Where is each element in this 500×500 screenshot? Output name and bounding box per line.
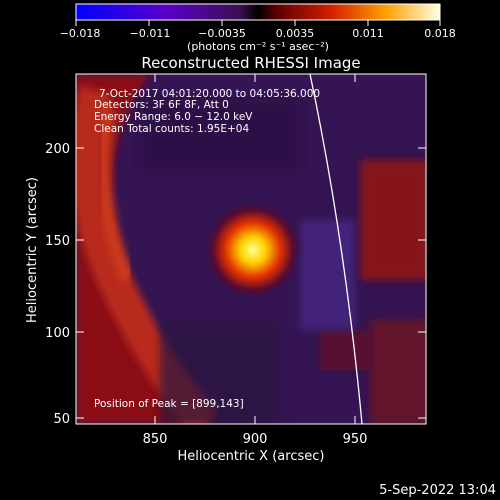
- colorbar-tick: 0.018: [424, 27, 456, 40]
- x-tick-label: 850: [143, 432, 168, 447]
- info-energy: Energy Range: 6.0 − 12.0 keV: [94, 111, 253, 123]
- colorbar-tick: −0.0035: [198, 27, 246, 40]
- flare-source: [203, 200, 303, 300]
- colorbar-tick: 0.011: [352, 27, 384, 40]
- colorbar-units: (photons cm⁻² s⁻¹ asec⁻²): [187, 40, 329, 53]
- plot-title: Reconstructed RHESSI Image: [141, 54, 360, 72]
- colorbar-tick: 0.0035: [276, 27, 315, 40]
- colorbar-tick: −0.018: [60, 27, 101, 40]
- info-counts: Clean Total counts: 1.95E+04: [94, 123, 249, 135]
- rhessi-image: [76, 74, 426, 424]
- y-tick-label: 100: [45, 326, 70, 341]
- colorbar: [75, 3, 441, 21]
- colorbar-tick: −0.011: [130, 27, 171, 40]
- y-tick-label: 150: [45, 234, 70, 249]
- x-axis-label: Heliocentric X (arcsec): [178, 449, 325, 464]
- x-tick-label: 900: [243, 432, 268, 447]
- plot-frame: [75, 73, 427, 425]
- x-tick-label: 950: [343, 432, 368, 447]
- info-detectors: Detectors: 3F 6F 8F, Att 0: [94, 99, 229, 111]
- footer-timestamp: 5-Sep-2022 13:04: [379, 483, 496, 498]
- solar-limb: [309, 74, 363, 424]
- peak-position: Position of Peak = [899,143]: [94, 398, 244, 410]
- y-tick-label: 200: [45, 142, 70, 157]
- y-tick-label: 50: [53, 412, 70, 427]
- y-axis-label: Heliocentric Y (arcsec): [25, 177, 40, 323]
- info-time-range: 7-Oct-2017 04:01:20.000 to 04:05:36.000: [99, 88, 320, 100]
